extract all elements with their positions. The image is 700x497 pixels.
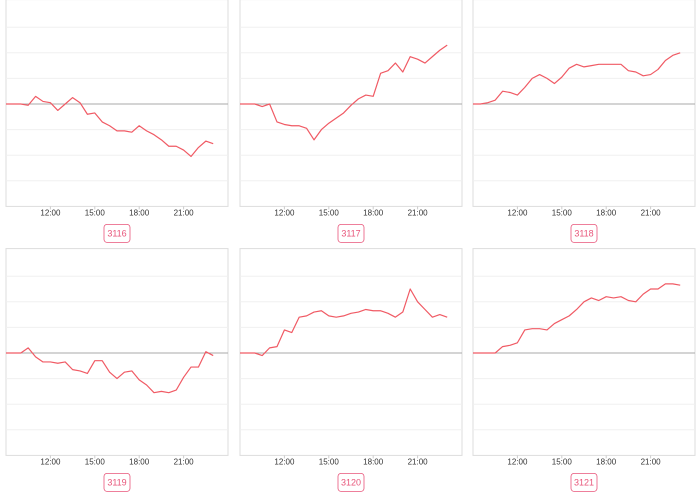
x-tick-label: 21:00: [408, 209, 429, 218]
chart-label[interactable]: 3118: [574, 228, 593, 238]
panel-frame: [5, 248, 229, 456]
label-box[interactable]: [570, 223, 598, 243]
label-box[interactable]: [337, 223, 365, 243]
label-box[interactable]: [570, 472, 598, 492]
x-tick-label: 15:00: [85, 209, 106, 218]
x-tick-label: 15:00: [319, 209, 340, 218]
chart-label[interactable]: 3117: [341, 228, 360, 238]
label-box[interactable]: [103, 223, 131, 243]
panel-frame: [5, 0, 229, 207]
x-tick-label: 18:00: [596, 209, 617, 218]
label-box[interactable]: [337, 472, 365, 492]
chart-label[interactable]: 3120: [341, 477, 361, 487]
x-tick-label: 12:00: [40, 458, 61, 467]
data-line: [6, 95, 214, 158]
data-line: [473, 283, 681, 354]
x-tick-label: 12:00: [274, 209, 295, 218]
x-tick-label: 18:00: [596, 458, 617, 467]
panel-frame: [239, 0, 463, 207]
chart-label[interactable]: 3121: [574, 477, 594, 487]
x-tick-label: 21:00: [174, 458, 195, 467]
data-line: [240, 288, 448, 357]
x-tick-label: 21:00: [408, 458, 429, 467]
x-tick-label: 18:00: [129, 458, 150, 467]
x-tick-label: 15:00: [85, 458, 106, 467]
data-line: [473, 52, 681, 105]
x-tick-label: 21:00: [641, 458, 662, 467]
chart-label[interactable]: 3116: [107, 228, 126, 238]
x-tick-label: 15:00: [319, 458, 340, 467]
x-tick-label: 15:00: [552, 209, 573, 218]
chart-label[interactable]: 3119: [107, 477, 126, 487]
panel-frame: [239, 248, 463, 456]
x-tick-label: 18:00: [363, 209, 384, 218]
panel-frame: [472, 248, 696, 456]
x-tick-label: 21:00: [641, 209, 662, 218]
x-tick-label: 12:00: [507, 458, 528, 467]
x-tick-label: 12:00: [274, 458, 295, 467]
x-tick-label: 21:00: [174, 209, 195, 218]
data-line: [6, 347, 214, 394]
panel-frame: [472, 0, 696, 207]
data-line: [240, 44, 448, 141]
x-tick-label: 15:00: [552, 458, 573, 467]
label-box[interactable]: [103, 472, 131, 492]
x-tick-label: 12:00: [507, 209, 528, 218]
x-tick-label: 18:00: [129, 209, 150, 218]
x-tick-label: 12:00: [40, 209, 61, 218]
x-tick-label: 18:00: [363, 458, 384, 467]
